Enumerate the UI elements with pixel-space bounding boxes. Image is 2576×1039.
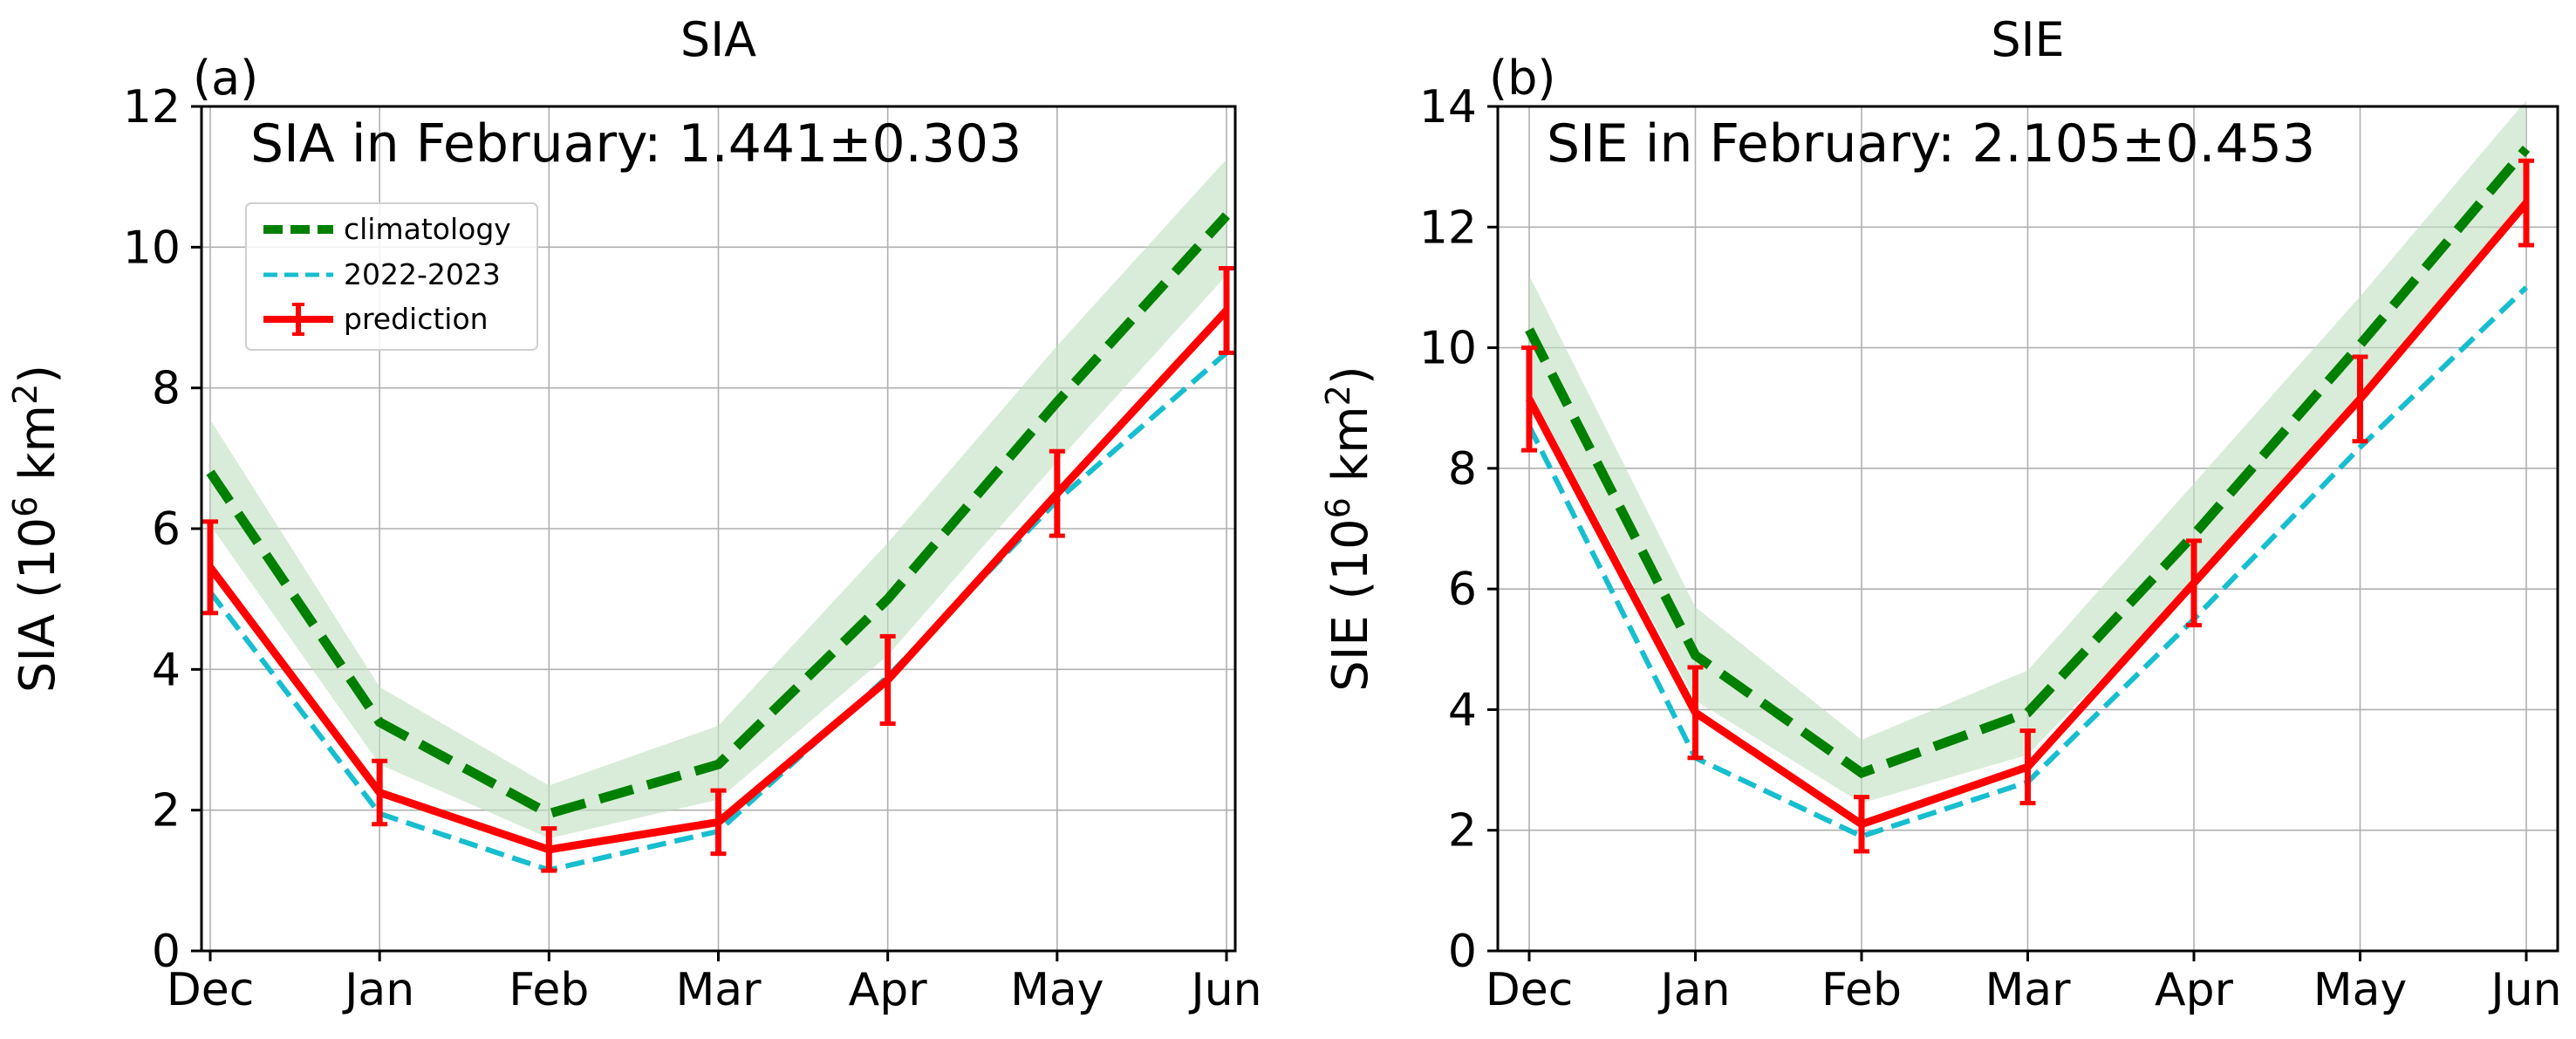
y-axis-label-part: SIA (10 xyxy=(10,517,66,693)
y-tick-label: 8 xyxy=(152,363,181,415)
x-tick-label: Mar xyxy=(1985,964,2071,1016)
series-line-climatology xyxy=(206,212,1231,819)
chart-title: SIE xyxy=(1991,12,2064,67)
prediction-errorbar xyxy=(372,758,388,827)
y-axis-label-part: km xyxy=(10,405,66,496)
y-tick-label: 12 xyxy=(1419,202,1477,254)
x-tick-label: May xyxy=(2313,964,2408,1016)
y-tick-label: 14 xyxy=(1419,81,1477,133)
y-axis-label-part: 6 xyxy=(1319,497,1357,518)
legend-label: climatology xyxy=(344,212,511,246)
y-tick-label: 2 xyxy=(1448,805,1477,858)
annotation-text: SIE in February: 2.105±0.453 xyxy=(1547,113,2315,174)
y-axis-label-part: 2 xyxy=(6,384,44,405)
series-line-climatology xyxy=(1525,145,2531,779)
y-axis-label-part: ) xyxy=(1322,366,1379,385)
y-tick-label: 0 xyxy=(152,926,181,978)
chart-panel-sie: 0 2 4 6 8 10 12 14 Dec Jan Feb Mar Apr May Jun SIE (b) SI… xyxy=(1319,12,2562,1016)
prediction-errorbar xyxy=(879,633,896,726)
panel-label: (a) xyxy=(193,51,258,106)
y-axis-label-part: ) xyxy=(10,365,66,384)
x-tick-label: Jun xyxy=(2488,964,2561,1016)
y-tick-label: 4 xyxy=(152,644,181,696)
legend-label: 2022-2023 xyxy=(344,257,501,291)
x-tick-label: Apr xyxy=(849,964,928,1016)
prediction-errorbar xyxy=(1687,665,1704,761)
prediction-errorbar xyxy=(202,519,218,616)
prediction-errorbar xyxy=(2186,538,2202,628)
y-tick-label: 2 xyxy=(152,785,181,837)
chart-title: SIA xyxy=(680,12,756,67)
prediction-errorbar xyxy=(1854,795,1869,854)
prediction-errorbar xyxy=(1219,266,1234,355)
prediction-errorbar xyxy=(1049,448,1065,538)
y-axis-label-part: SIE (10 xyxy=(1322,518,1379,691)
x-tick-label: Dec xyxy=(1486,964,1574,1016)
prediction-errorbar xyxy=(710,788,727,857)
y-axis-label-part: km xyxy=(1322,406,1379,497)
y-axis-label-part: 6 xyxy=(6,496,44,517)
legend: climatology 2022-2023 prediction xyxy=(245,202,538,351)
y-tick-label: 10 xyxy=(1419,323,1477,375)
x-tick-label: May xyxy=(1010,964,1104,1016)
y-tick-label: 10 xyxy=(123,222,181,274)
y-tick-label: 8 xyxy=(1448,443,1477,496)
panel-label: (b) xyxy=(1489,51,1555,106)
prediction-errorbar xyxy=(541,826,557,873)
x-tick-label: Feb xyxy=(1821,964,1902,1016)
prediction-errorbar xyxy=(2518,158,2534,248)
prediction-errorbar xyxy=(2352,354,2368,444)
y-axis-label: SIE (106 km2) xyxy=(1319,366,1379,691)
y-tick-label: 6 xyxy=(152,503,181,556)
y-tick-label: 0 xyxy=(1448,926,1477,978)
y-axis-label: SIA (106 km2) xyxy=(6,365,66,693)
y-axis-label-part: 2 xyxy=(1319,385,1357,406)
y-tick-label: 12 xyxy=(123,81,181,133)
x-tick-label: Jun xyxy=(1188,964,1261,1016)
x-tick-label: Jan xyxy=(342,964,414,1016)
y-tick-label: 6 xyxy=(1448,564,1477,616)
x-tick-label: Apr xyxy=(2155,964,2234,1016)
climatology-band xyxy=(210,159,1227,838)
annotation-text: SIA in February: 1.441±0.303 xyxy=(250,113,1022,174)
prediction-errorbar xyxy=(2019,728,2036,806)
chart-panel-sia: 0 2 4 6 8 10 12 Dec Jan Feb Mar Apr May Jun SIA (a) SIA … xyxy=(6,12,1262,1016)
legend-box xyxy=(245,202,538,351)
x-tick-label: Dec xyxy=(167,964,255,1016)
x-tick-label: Feb xyxy=(509,964,589,1016)
prediction-errorbar xyxy=(1521,345,1537,453)
x-tick-label: Mar xyxy=(675,964,762,1016)
x-tick-label: Jan xyxy=(1657,964,1730,1016)
y-tick-label: 4 xyxy=(1448,684,1477,736)
legend-label: prediction xyxy=(344,302,489,336)
